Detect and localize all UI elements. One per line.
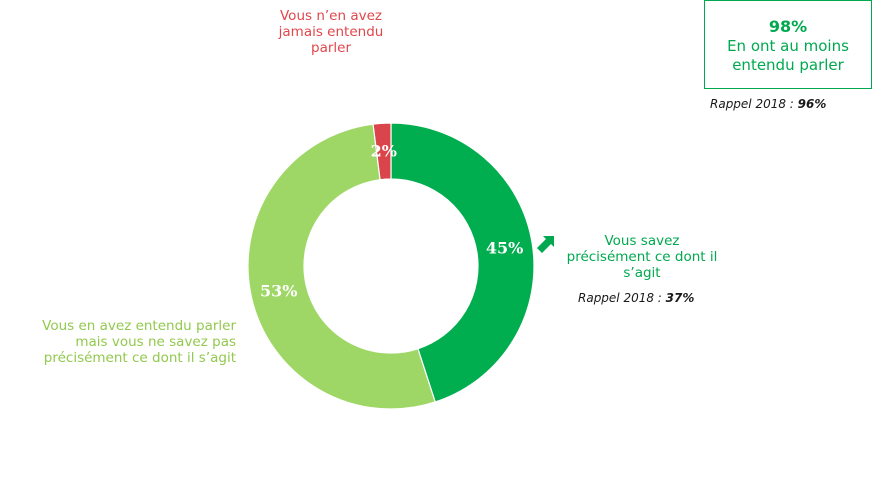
recall-total-value: 96% bbox=[797, 97, 827, 111]
arrow-up-right-icon bbox=[537, 236, 554, 253]
total-aware-text: En ont au moins entendu parler bbox=[727, 37, 849, 74]
total-aware-box: 98% En ont au moins entendu parler bbox=[704, 0, 872, 89]
slice-know-precisely-label: 45% bbox=[486, 239, 523, 258]
total-aware-percent: 98% bbox=[768, 17, 808, 36]
recall-precise-prefix: Rappel 2018 : bbox=[578, 291, 666, 305]
slice-never-heard-label: 2% bbox=[371, 142, 397, 161]
recall-2018-precise: Rappel 2018 : 37% bbox=[578, 291, 694, 305]
recall-total-prefix: Rappel 2018 : bbox=[710, 97, 798, 111]
slice-know-precisely bbox=[390, 122, 535, 403]
slice-heard-not-precisely bbox=[247, 123, 436, 410]
slice-heard-not-precisely-label: 53% bbox=[260, 282, 297, 301]
recall-precise-value: 37% bbox=[665, 291, 695, 305]
recall-2018-total: Rappel 2018 : 96% bbox=[710, 97, 826, 111]
label-know-precisely: Vous savez précisément ce dont il s’agit bbox=[566, 233, 718, 281]
slice-never-heard bbox=[372, 122, 392, 181]
label-never-heard: Vous n’en avez jamais entendu parler bbox=[278, 8, 384, 56]
label-heard-not-precisely: Vous en avez entendu parler mais vous ne … bbox=[42, 318, 236, 366]
